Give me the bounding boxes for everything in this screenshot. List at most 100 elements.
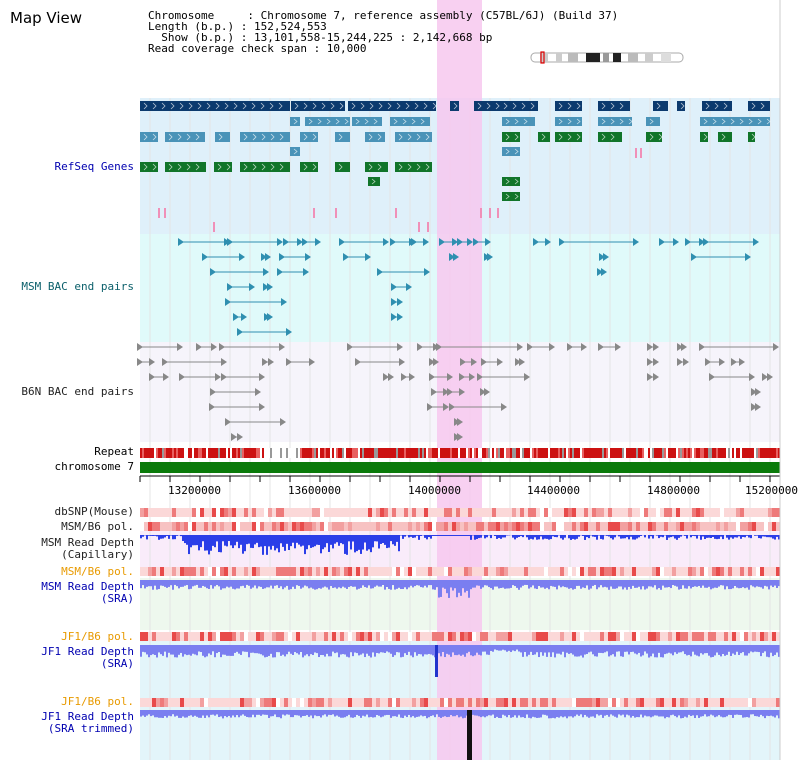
polymorphism-cell — [676, 698, 680, 707]
b6n-bac-track[interactable] — [137, 343, 779, 441]
msm-depth-capillary-label[interactable]: MSM Read Depth (Capillary) — [41, 536, 134, 561]
repeat-feature — [592, 448, 594, 458]
jf1-b6-pol-label-1[interactable]: JF1/B6 pol. — [61, 630, 134, 643]
chromosome-ideogram[interactable] — [530, 51, 684, 64]
polymorphism-cell — [744, 698, 748, 707]
polymorphism-cell — [648, 522, 652, 531]
read-depth-tracks[interactable] — [140, 535, 780, 760]
polymorphism-cell — [712, 698, 716, 707]
depth-bar — [664, 580, 666, 588]
msm-depth-sra-label[interactable]: MSM Read Depth (SRA) — [41, 580, 134, 605]
dbsnp-label[interactable]: dbSNP(Mouse) — [54, 505, 134, 518]
repeat-feature — [254, 448, 256, 458]
depth-bar — [536, 710, 538, 718]
depth-bar — [528, 710, 530, 718]
bac-end-marker — [227, 238, 233, 246]
msm-bac-label[interactable]: MSM BAC end pairs — [21, 280, 134, 293]
depth-bar — [442, 645, 444, 652]
jf1-depth-sra-label[interactable]: JF1 Read Depth (SRA) — [41, 645, 134, 670]
small-rna-feature — [395, 208, 397, 218]
polymorphism-cell — [324, 522, 328, 531]
depth-bar — [570, 580, 572, 589]
depth-bar — [558, 710, 560, 718]
refseq-label[interactable]: RefSeq Genes — [54, 160, 134, 173]
depth-bar — [306, 645, 308, 655]
depth-bar — [480, 710, 482, 718]
depth-bar — [404, 580, 406, 588]
msm-bac-track[interactable] — [178, 238, 759, 336]
msm-b6-pol-label-1[interactable]: MSM/B6 pol. — [61, 520, 134, 533]
depth-bar — [324, 710, 326, 715]
repeat-feature — [258, 448, 260, 458]
repeat-feature — [486, 448, 488, 458]
repeat-feature — [150, 448, 152, 458]
depth-bar — [426, 535, 428, 540]
gene-strand-mark — [261, 133, 266, 141]
repeat-feature — [440, 448, 442, 458]
depth-bar — [762, 645, 764, 653]
depth-bar — [692, 580, 694, 587]
depth-bar — [698, 645, 700, 657]
polymorphism-cell — [148, 508, 152, 517]
polymorphism-cell — [736, 522, 740, 531]
depth-bar — [434, 710, 436, 718]
depth-bar — [184, 535, 186, 544]
depth-bar — [344, 580, 346, 588]
polymorphism-cell — [608, 698, 612, 707]
depth-bar — [576, 535, 578, 539]
depth-bar — [342, 535, 344, 545]
polymorphism-cell — [732, 522, 736, 531]
polymorphism-cell — [640, 632, 644, 641]
bac-end-marker — [447, 388, 453, 396]
repeat-feature — [420, 448, 422, 458]
depth-bar — [424, 580, 426, 586]
bac-end-marker — [753, 238, 759, 246]
polymorphism-cell — [548, 567, 552, 576]
refseq-genes-track[interactable] — [140, 101, 771, 232]
polymorphism-cell — [748, 567, 752, 576]
msm-b6-pol-label-2[interactable]: MSM/B6 pol. — [61, 565, 134, 578]
b6n-bac-label[interactable]: B6N BAC end pairs — [21, 385, 134, 398]
polymorphism-cell — [772, 632, 776, 641]
jf1-depth-trim-label[interactable]: JF1 Read Depth (SRA trimmed) — [41, 710, 134, 735]
chromosome-bar[interactable] — [140, 462, 780, 473]
gene-strand-mark — [326, 118, 331, 125]
gene-strand-mark — [610, 118, 615, 125]
depth-bar — [538, 710, 540, 718]
polymorphism-cell — [588, 698, 592, 707]
gene-strand-mark — [321, 102, 326, 110]
depth-bar — [406, 580, 408, 590]
repeat-track[interactable] — [140, 448, 780, 458]
jf1-b6-pol-label-2[interactable]: JF1/B6 pol. — [61, 695, 134, 708]
bac-end-marker — [383, 373, 389, 381]
depth-bar — [194, 580, 196, 586]
depth-bar — [700, 535, 702, 540]
polymorphism-cell — [472, 698, 476, 707]
depth-bar — [406, 645, 408, 655]
polymorphism-cell — [504, 698, 508, 707]
depth-bar — [372, 580, 374, 589]
bac-end-marker — [391, 298, 397, 306]
depth-bar — [520, 580, 522, 588]
repeat-feature — [166, 448, 168, 458]
polymorphism-cell — [556, 508, 560, 517]
polymorphism-cell — [328, 522, 332, 531]
polymorphism-tracks[interactable] — [140, 508, 780, 707]
repeat-feature — [634, 448, 636, 458]
depth-bar — [170, 580, 172, 586]
depth-bar — [172, 645, 174, 655]
bac-end-marker — [653, 373, 659, 381]
polymorphism-cell — [188, 522, 192, 531]
bac-end-marker — [388, 373, 394, 381]
gene-feature — [165, 162, 206, 172]
depth-bar — [266, 580, 268, 588]
bac-end-marker — [286, 328, 292, 336]
polymorphism-cell — [376, 632, 380, 641]
polymorphism-cell — [160, 508, 164, 517]
polymorphism-cell — [768, 522, 772, 531]
polymorphism-cell — [260, 567, 264, 576]
polymorphism-cell — [344, 508, 348, 517]
depth-bar — [214, 645, 216, 658]
depth-bar — [476, 580, 478, 586]
gene-strand-mark — [680, 102, 685, 110]
